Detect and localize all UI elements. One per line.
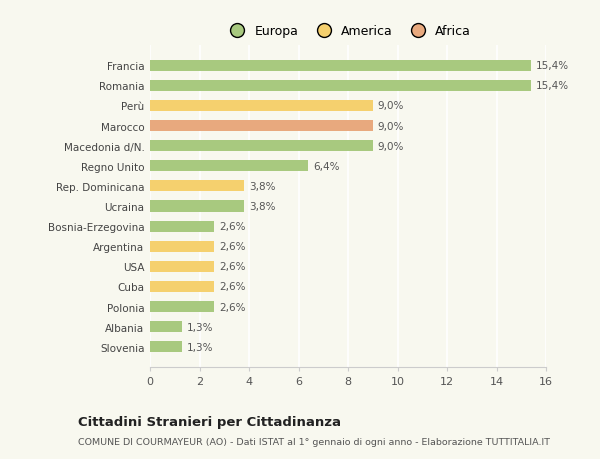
Text: 2,6%: 2,6% [220,262,246,272]
Text: 15,4%: 15,4% [536,61,569,71]
Text: 9,0%: 9,0% [378,141,404,151]
Text: 9,0%: 9,0% [378,121,404,131]
Bar [150,241,214,252]
Bar [150,61,531,72]
Text: 1,3%: 1,3% [187,342,214,352]
Bar [150,181,244,192]
Bar [150,321,182,332]
Legend: Europa, America, Africa: Europa, America, Africa [220,20,476,43]
Text: 3,8%: 3,8% [249,202,275,212]
Text: 9,0%: 9,0% [378,101,404,111]
Bar [150,261,214,272]
Text: 15,4%: 15,4% [536,81,569,91]
Bar [150,281,214,292]
Text: 1,3%: 1,3% [187,322,214,332]
Bar [150,201,244,212]
Bar [150,221,214,232]
Bar [150,101,373,112]
Text: 2,6%: 2,6% [220,282,246,292]
Bar [150,302,214,313]
Bar [150,121,373,132]
Text: 2,6%: 2,6% [220,222,246,232]
Bar [150,161,308,172]
Text: COMUNE DI COURMAYEUR (AO) - Dati ISTAT al 1° gennaio di ogni anno - Elaborazione: COMUNE DI COURMAYEUR (AO) - Dati ISTAT a… [78,437,550,446]
Text: Cittadini Stranieri per Cittadinanza: Cittadini Stranieri per Cittadinanza [78,415,341,428]
Bar [150,141,373,152]
Bar [150,341,182,353]
Text: 2,6%: 2,6% [220,242,246,252]
Text: 2,6%: 2,6% [220,302,246,312]
Text: 3,8%: 3,8% [249,181,275,191]
Text: 6,4%: 6,4% [313,162,340,171]
Bar [150,81,531,92]
